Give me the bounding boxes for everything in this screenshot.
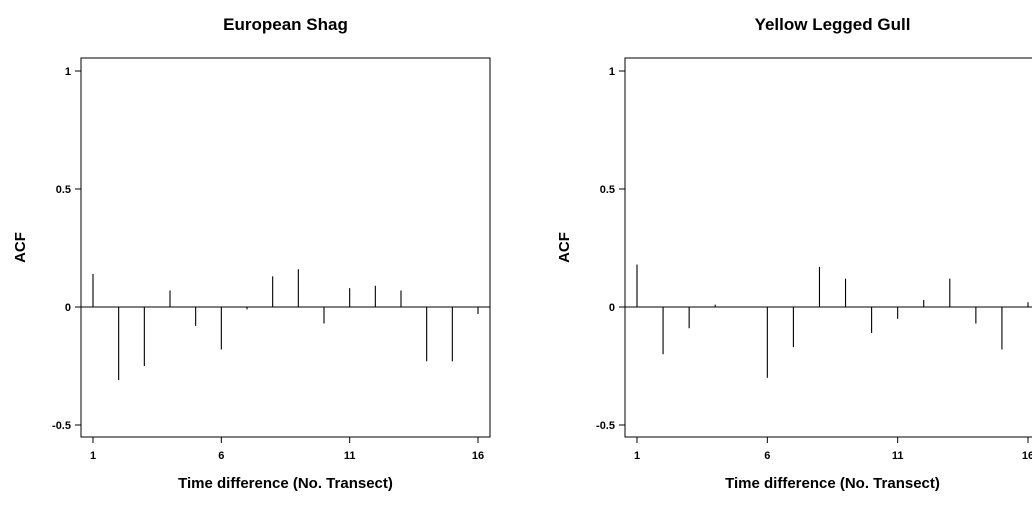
x-tick-label: 16 — [472, 450, 484, 462]
x-tick-label: 1 — [90, 450, 96, 462]
y-tick-label: 0.5 — [600, 184, 615, 196]
x-tick-label: 6 — [764, 450, 770, 462]
x-tick-label: 11 — [344, 450, 356, 462]
y-axis-label: ACF — [12, 232, 29, 263]
y-tick-label: 0.5 — [56, 184, 71, 196]
plot-frame — [80, 57, 491, 438]
x-tick-label: 11 — [892, 450, 904, 462]
x-tick-label: 1 — [634, 450, 640, 462]
y-axis-label: ACF — [556, 232, 573, 263]
y-tick-label: -0.5 — [596, 420, 615, 432]
chart-title: European Shag — [223, 15, 348, 34]
y-tick-label: 0 — [65, 302, 71, 314]
x-tick-label: 16 — [1022, 450, 1032, 462]
y-tick-label: 0 — [609, 302, 615, 314]
x-axis-label: Time difference (No. Transect) — [178, 475, 393, 492]
y-tick-label: -0.5 — [52, 420, 71, 432]
y-tick-label: 1 — [65, 66, 71, 78]
y-tick-label: 1 — [609, 66, 615, 78]
plot-frame — [624, 57, 1032, 438]
x-tick-label: 6 — [218, 450, 224, 462]
x-axis-label: Time difference (No. Transect) — [725, 475, 940, 492]
chart-title: Yellow Legged Gull — [755, 15, 911, 34]
